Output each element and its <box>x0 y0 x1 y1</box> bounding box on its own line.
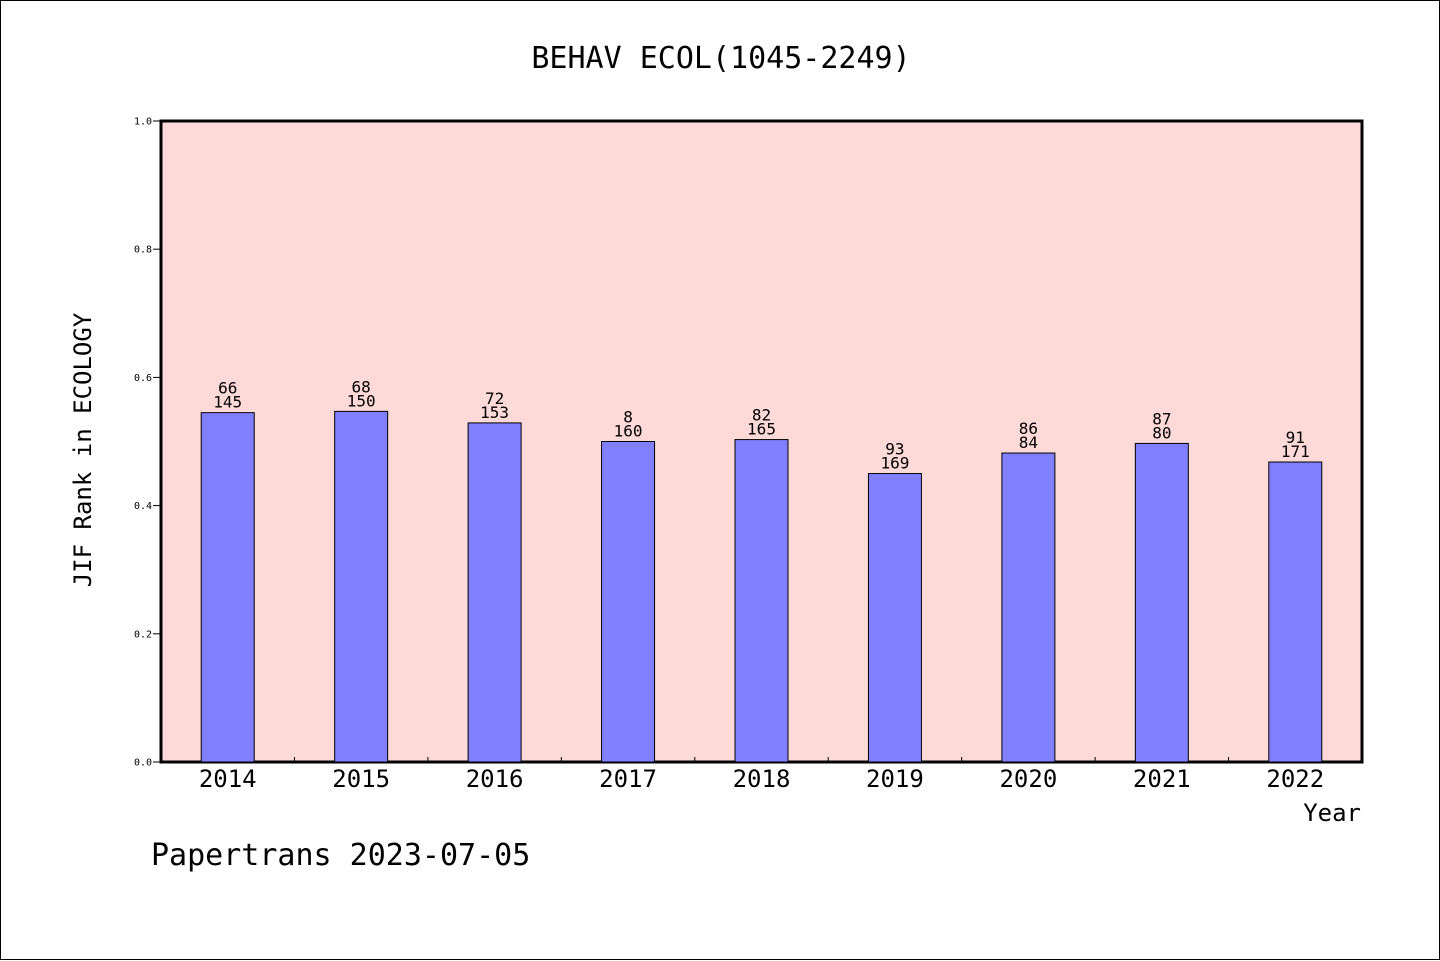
y-axis: 0.0 0.2 0.4 0.6 0.8 1.0 <box>134 117 161 769</box>
x-tick-label: 2017 <box>599 765 657 793</box>
x-tick-label: 2019 <box>866 765 924 793</box>
x-tick-label: 2021 <box>1133 765 1191 793</box>
bar-2015 <box>334 410 389 763</box>
bar-label-top: 72 <box>485 389 504 408</box>
y-tick-label: 0.2 <box>134 629 152 640</box>
y-tick-label: 0.8 <box>134 245 152 256</box>
bar-2018 <box>734 439 789 763</box>
bar-2017 <box>601 441 656 763</box>
x-axis: 2014 2015 2016 2017 2018 2019 2020 2021 2022 <box>199 757 1324 793</box>
bar-label-top: 87 <box>1152 409 1171 428</box>
bar-label-top: 66 <box>218 379 237 398</box>
bar-2016 <box>467 422 522 763</box>
bar-2022 <box>1268 461 1323 763</box>
bar-label-bottom: 169 <box>880 454 909 473</box>
bar-label-top: 82 <box>752 406 771 425</box>
bars-group <box>200 410 1323 763</box>
bar-label-bottom: 150 <box>347 391 376 410</box>
y-tick-label: 0.4 <box>134 501 152 512</box>
bar-label-top: 8 <box>623 408 633 427</box>
bar-label-bottom: 171 <box>1281 442 1310 461</box>
footer-text: Papertrans 2023-07-05 <box>151 838 530 873</box>
x-tick-label: 2016 <box>466 765 524 793</box>
chart-title: BEHAV ECOL(1045-2249) <box>531 41 910 76</box>
bar-label-top: 68 <box>352 377 371 396</box>
bar-2014 <box>200 412 255 763</box>
y-tick-label: 0.0 <box>134 758 152 769</box>
bar-2021 <box>1134 442 1189 763</box>
x-tick-label: 2022 <box>1266 765 1324 793</box>
bar-label-top: 91 <box>1286 428 1305 447</box>
bar-label-bottom: 153 <box>480 403 509 422</box>
y-tick-label: 0.6 <box>134 373 152 384</box>
x-tick-label: 2018 <box>733 765 791 793</box>
bar-label-bottom: 84 <box>1019 433 1038 452</box>
bar-2019 <box>867 473 922 763</box>
y-tick-label: 1.0 <box>134 117 152 128</box>
bar-2020 <box>1001 452 1056 763</box>
y-axis-label: JIF Rank in ECOLOGY <box>69 312 97 587</box>
x-tick-label: 2015 <box>332 765 390 793</box>
x-tick-label: 2014 <box>199 765 257 793</box>
bar-label-bottom: 80 <box>1152 423 1171 442</box>
bar-label-bottom: 165 <box>747 420 776 439</box>
bar-label-bottom: 160 <box>614 422 643 441</box>
bar-label-top: 93 <box>885 440 904 459</box>
x-tick-label: 2020 <box>999 765 1057 793</box>
x-axis-label: Year <box>1303 799 1361 827</box>
bar-label-bottom: 145 <box>213 393 242 412</box>
bar-label-top: 86 <box>1019 419 1038 438</box>
